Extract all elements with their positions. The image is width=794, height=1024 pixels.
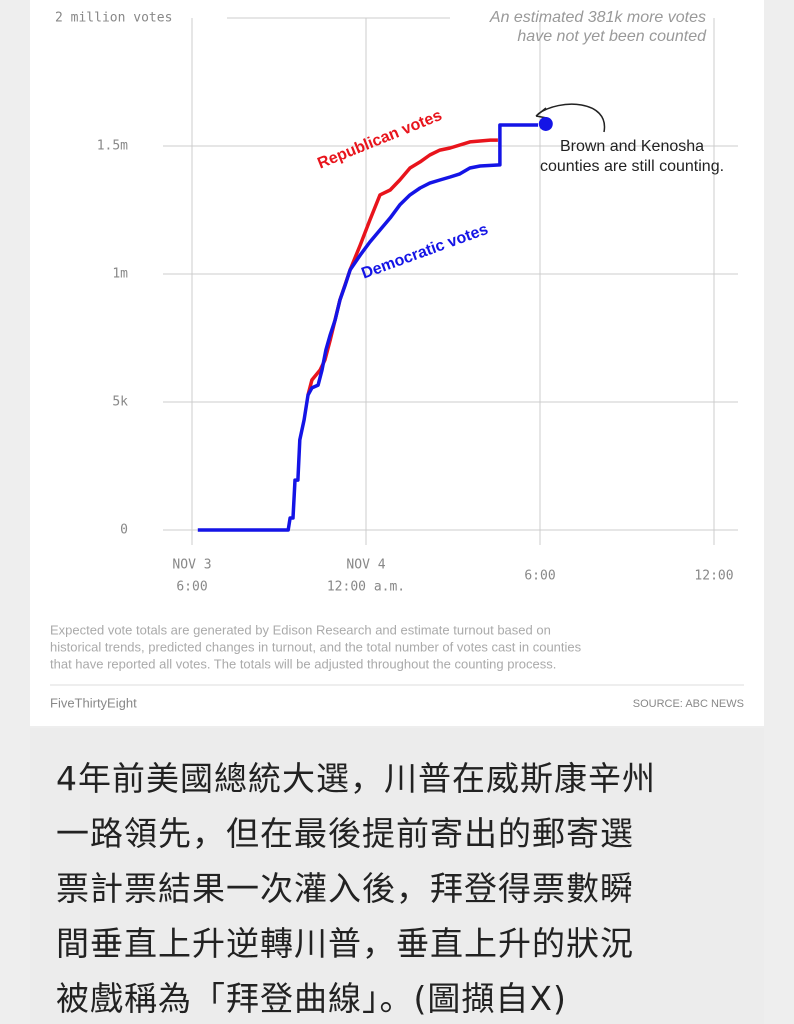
caption-line: 票計票結果一次灌入後，拜登得票數瞬: [56, 869, 634, 908]
annotation: An estimated 381k more votes: [489, 9, 706, 26]
arrow: [537, 103, 606, 133]
marker: [538, 116, 553, 131]
y-tick-label: 1m: [112, 267, 128, 282]
y-tick-label: 0: [120, 523, 128, 538]
x-tick-label: NOV 4: [346, 558, 385, 573]
footnote: historical trends, predicted changes in …: [50, 639, 582, 654]
credit: FiveThirtyEight: [50, 695, 137, 710]
footnote: Expected vote totals are generated by Ed…: [50, 622, 551, 637]
series-line: [197, 123, 539, 532]
y-tick-label: 1.5m: [97, 139, 128, 154]
annotation: Brown and Kenosha: [560, 138, 704, 155]
x-tick-label: 6:00: [524, 569, 555, 584]
source: SOURCE: ABC NEWS: [633, 698, 744, 710]
caption-line: 被戲稱為「拜登曲線」。(圖擷自X): [56, 979, 567, 1018]
x-tick-label: 12:00: [694, 569, 733, 584]
caption-line: 間垂直上升逆轉川普，垂直上升的狀況: [56, 924, 634, 963]
caption: 4年前美國總統大選，川普在威斯康辛州 一路領先，但在最後提前寄出的郵寄選 票計票結果…: [30, 728, 764, 1024]
x-tick-label: 6:00: [176, 580, 207, 595]
annotation: counties are still counting.: [540, 158, 724, 175]
series-label: Republican votes: [315, 107, 444, 172]
x-tick-label: 12:00 a.m.: [327, 580, 405, 595]
x-tick-label: NOV 3: [172, 558, 211, 573]
y-tick-label: 2 million votes: [55, 11, 172, 26]
caption-line: 4年前美國總統大選，川普在威斯康辛州: [56, 759, 656, 798]
y-tick-label: 5k: [112, 395, 128, 410]
caption-line: 一路領先，但在最後提前寄出的郵寄選: [56, 814, 634, 853]
chart: 0 5k 1m 1.5m 2 million votes NOV 3 6:00 NOV 4 12…: [50, 9, 744, 710]
footnote: that have reported all votes. The totals…: [50, 656, 556, 671]
chart-card: [30, 0, 764, 726]
annotation: have not yet been counted: [517, 28, 707, 45]
